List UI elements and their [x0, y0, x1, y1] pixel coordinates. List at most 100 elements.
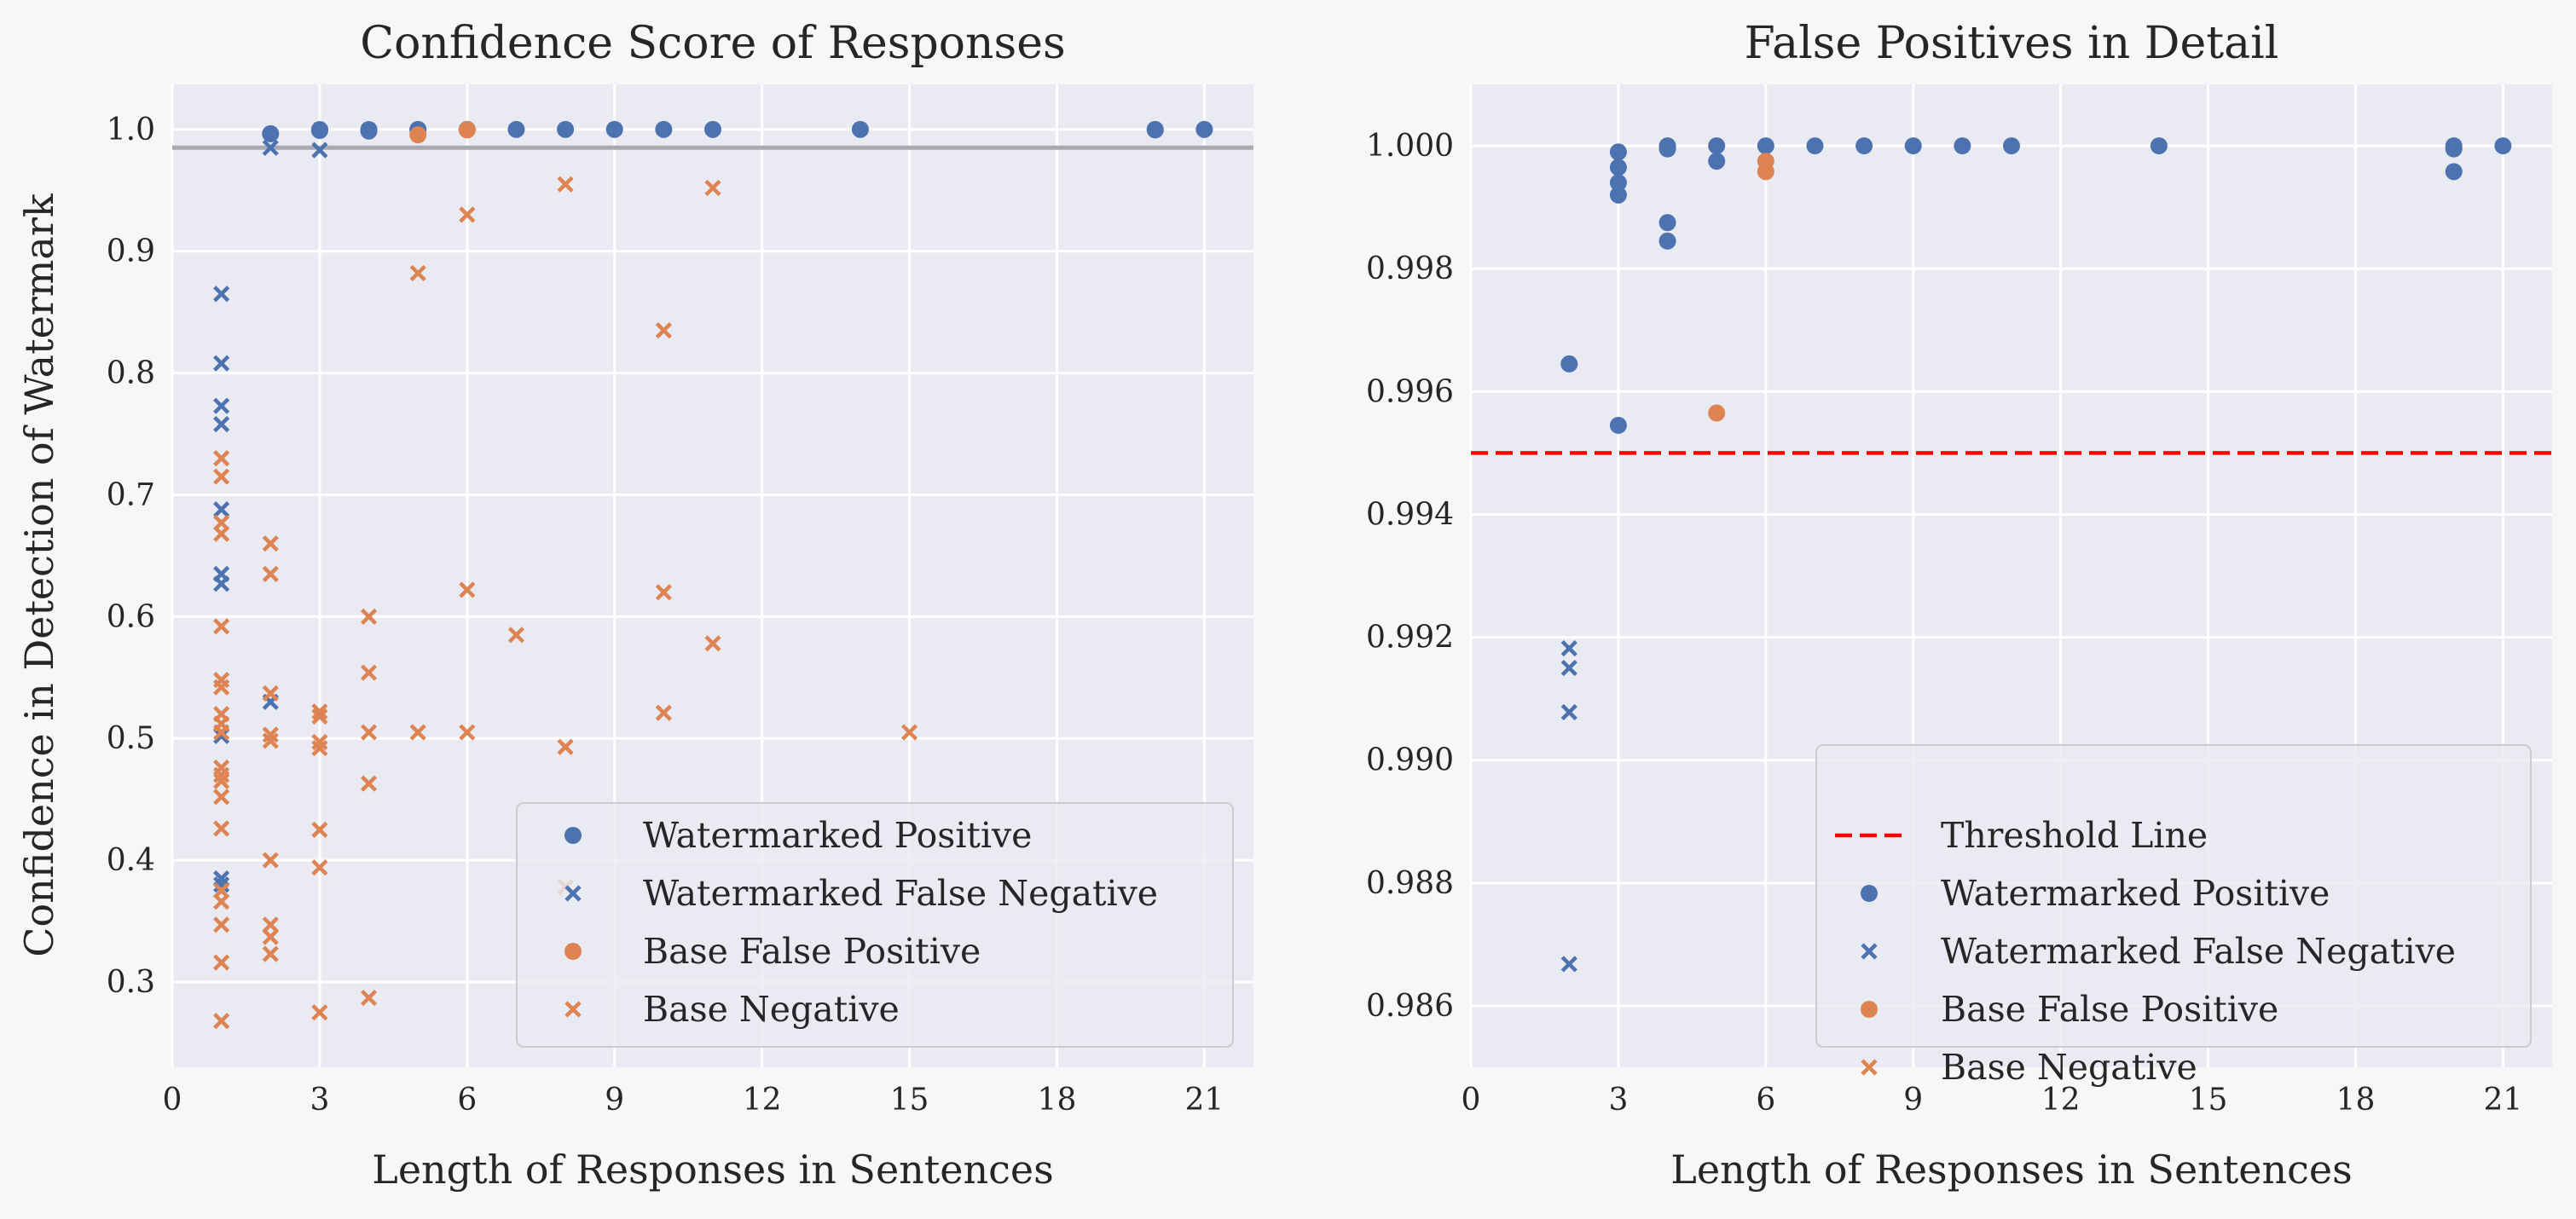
legend-item: Base False Positive — [1861, 989, 2278, 1030]
data-point — [311, 821, 328, 838]
data-point — [1757, 137, 1774, 155]
legend-item: Base False Positive — [564, 931, 981, 972]
data-point — [557, 120, 575, 138]
data-point — [262, 945, 279, 962]
data-point — [900, 724, 918, 741]
x-tick-label: 0 — [1462, 1083, 1481, 1118]
data-point — [1708, 153, 1726, 170]
data-point — [409, 724, 426, 741]
y-tick-label: 0.5 — [107, 721, 155, 756]
data-point — [213, 575, 230, 592]
legend-item: Watermarked Positive — [564, 815, 1032, 856]
left-x-axis-label: Length of Responses in Sentences — [372, 1147, 1053, 1193]
y-tick-label: 1.000 — [1366, 129, 1454, 164]
data-point — [360, 664, 378, 681]
right-x-axis-label: Length of Responses in Sentences — [1670, 1147, 2352, 1193]
data-point — [213, 727, 230, 744]
left-data-points — [213, 120, 1213, 1030]
y-tick-label: 0.998 — [1366, 251, 1454, 286]
x-tick-label: 12 — [743, 1083, 782, 1118]
x-tick-label: 18 — [1038, 1083, 1077, 1118]
data-point — [213, 766, 230, 783]
data-point — [213, 286, 230, 303]
x-tick-label: 9 — [1903, 1083, 1923, 1118]
data-point — [262, 139, 279, 156]
data-point — [1708, 137, 1726, 155]
legend-item: Base Negative — [1861, 1047, 2197, 1088]
data-point — [213, 525, 230, 542]
data-point — [262, 685, 279, 702]
data-point — [213, 397, 230, 414]
data-point — [1609, 159, 1627, 176]
legend-item: Watermarked Positive — [1861, 873, 2330, 914]
data-point — [213, 724, 230, 741]
left-legend-box — [516, 802, 1234, 1048]
data-point — [213, 876, 230, 893]
data-point — [213, 1013, 230, 1030]
data-point — [704, 179, 721, 197]
data-point — [459, 206, 476, 223]
y-tick-label: 0.4 — [107, 843, 155, 878]
data-point — [213, 468, 230, 485]
x-tick-label: 6 — [1756, 1083, 1775, 1118]
data-point — [1560, 703, 1577, 721]
y-tick-label: 0.994 — [1366, 497, 1454, 532]
legend-label: Base Negative — [1941, 1047, 2197, 1088]
data-point — [311, 142, 328, 159]
right-y-tick-labels: 0.986 0.988 0.990 0.992 0.994 0.996 0.998 1.000 — [1366, 129, 1454, 1024]
data-point — [2445, 140, 2463, 158]
legend-item: Watermarked False Negative — [564, 873, 1158, 914]
legend-swatch — [564, 943, 582, 960]
left-chart-title: Confidence Score of Responses — [360, 18, 1065, 69]
legend-label: Watermarked Positive — [1941, 873, 2330, 914]
x-tick-label: 9 — [605, 1083, 624, 1118]
x-tick-label: 18 — [2336, 1083, 2376, 1118]
x-tick-label: 21 — [2483, 1083, 2522, 1118]
data-point — [655, 322, 672, 339]
data-point — [311, 1004, 328, 1021]
data-point — [213, 416, 230, 433]
y-tick-label: 0.988 — [1366, 866, 1454, 901]
y-tick-label: 0.7 — [107, 477, 155, 512]
data-point — [2445, 163, 2463, 181]
data-point — [213, 772, 230, 789]
data-point — [262, 535, 279, 552]
data-point — [1708, 404, 1726, 422]
data-point — [507, 627, 525, 644]
data-point — [311, 733, 328, 751]
legend-label: Base False Positive — [643, 931, 981, 972]
data-point — [213, 916, 230, 933]
x-tick-label: 21 — [1184, 1083, 1224, 1118]
data-point — [1195, 120, 1213, 138]
data-point — [311, 703, 328, 720]
data-point — [557, 738, 574, 755]
y-tick-label: 0.3 — [107, 965, 155, 1000]
data-point — [2003, 137, 2020, 155]
data-point — [213, 893, 230, 910]
data-point — [507, 120, 525, 138]
y-tick-label: 0.986 — [1366, 989, 1454, 1024]
data-point — [2494, 137, 2512, 155]
data-point — [1806, 137, 1824, 155]
left-legend: Watermarked Positive Watermarked False Ne… — [516, 802, 1234, 1048]
legend-item: Base Negative — [564, 989, 900, 1030]
legend-label: Base Negative — [643, 989, 900, 1030]
legend-swatch — [1861, 943, 1878, 960]
data-point — [310, 122, 328, 140]
data-point — [262, 916, 279, 933]
data-point — [2150, 137, 2168, 155]
data-point — [1757, 163, 1774, 181]
legend-item: Watermarked False Negative — [1861, 931, 2456, 972]
y-tick-label: 0.6 — [107, 599, 155, 634]
data-point — [213, 355, 230, 372]
data-point — [851, 120, 869, 138]
right-chart-title: False Positives in Detail — [1745, 18, 2279, 69]
x-tick-label: 3 — [310, 1083, 329, 1118]
data-point — [213, 789, 230, 806]
data-point — [1560, 355, 1578, 373]
data-point — [311, 740, 328, 757]
legend-label: Base False Positive — [1941, 989, 2278, 1030]
y-tick-label: 0.9 — [107, 234, 155, 269]
data-point — [1609, 143, 1627, 161]
